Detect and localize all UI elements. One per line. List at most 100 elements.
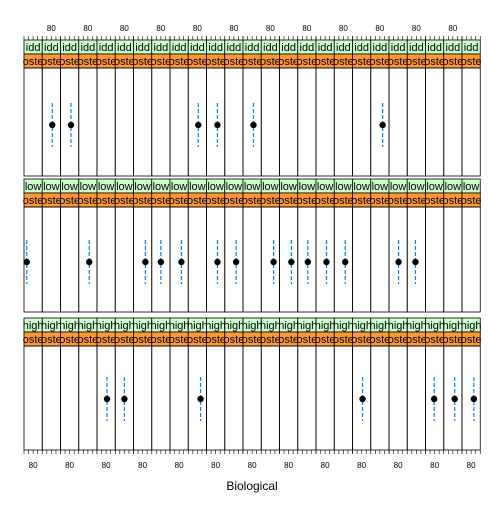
condition-strip-label: oste bbox=[59, 195, 80, 207]
panel-box bbox=[370, 67, 390, 177]
group-strip-label: high bbox=[351, 320, 372, 332]
group-strip-label: idd bbox=[227, 42, 242, 54]
group-strip-label: idd bbox=[464, 42, 479, 54]
condition-strip-label: oste bbox=[351, 334, 372, 346]
condition-strip-label: oste bbox=[150, 56, 171, 68]
group-strip-label: idd bbox=[44, 42, 59, 54]
condition-strip-label: oste bbox=[333, 195, 354, 207]
panel-box bbox=[315, 345, 335, 451]
group-strip-label: low bbox=[207, 181, 224, 193]
group-strip-label: low bbox=[426, 181, 443, 193]
group-strip-label: idd bbox=[172, 42, 187, 54]
panel-box bbox=[260, 206, 280, 313]
panel-box bbox=[133, 67, 153, 177]
group-strip-label: low bbox=[390, 181, 407, 193]
data-point bbox=[103, 395, 111, 403]
group-strip-label: idd bbox=[446, 42, 461, 54]
condition-strip-label: oste bbox=[260, 334, 281, 346]
group-strip-label: high bbox=[96, 320, 117, 332]
condition-strip-label: oste bbox=[278, 56, 299, 68]
data-point bbox=[214, 121, 221, 129]
bottom-tick-label: 80 bbox=[29, 461, 38, 470]
panel-box bbox=[260, 67, 280, 177]
panel-box bbox=[333, 345, 353, 451]
condition-strip-label: oste bbox=[333, 334, 354, 346]
condition-strip-label: oste bbox=[442, 195, 463, 207]
panel-box bbox=[297, 67, 317, 177]
condition-strip-label: oste bbox=[187, 195, 208, 207]
data-point bbox=[250, 121, 257, 129]
condition-strip-label: oste bbox=[114, 56, 135, 68]
top-tick-label: 80 bbox=[156, 24, 165, 33]
data-point bbox=[270, 258, 277, 266]
group-strip-label: low bbox=[171, 181, 188, 193]
bottom-tick-label: 80 bbox=[211, 461, 220, 470]
panel-box bbox=[23, 67, 43, 177]
group-strip-label: low bbox=[408, 181, 425, 193]
data-point bbox=[395, 258, 402, 266]
group-strip-label: high bbox=[132, 320, 153, 332]
panel-box bbox=[133, 345, 153, 451]
condition-strip-label: oste bbox=[223, 56, 244, 68]
panel-box bbox=[388, 67, 408, 177]
panel-box bbox=[260, 345, 280, 451]
group-strip-label: low bbox=[116, 181, 133, 193]
data-point bbox=[323, 258, 330, 266]
condition-strip-label: oste bbox=[260, 195, 281, 207]
top-tick-label: 80 bbox=[448, 24, 457, 33]
group-strip-label: idd bbox=[154, 42, 169, 54]
group-strip-label: high bbox=[260, 320, 281, 332]
condition-strip-label: oste bbox=[150, 334, 171, 346]
panel-box bbox=[370, 345, 390, 451]
condition-strip-label: oste bbox=[406, 56, 427, 68]
data-point bbox=[157, 258, 165, 266]
condition-strip-label: oste bbox=[315, 334, 336, 346]
group-strip-label: low bbox=[226, 181, 243, 193]
group-strip-label: low bbox=[262, 181, 279, 193]
group-strip-label: high bbox=[242, 320, 263, 332]
panel-box bbox=[279, 345, 299, 451]
condition-strip-label: oste bbox=[461, 56, 482, 68]
condition-strip-label: oste bbox=[187, 334, 208, 346]
top-tick-label: 80 bbox=[193, 24, 202, 33]
condition-strip-label: oste bbox=[132, 195, 153, 207]
group-strip-label: high bbox=[169, 320, 190, 332]
group-strip-label: high bbox=[41, 320, 62, 332]
panel-box bbox=[406, 345, 426, 451]
group-strip-label: high bbox=[333, 320, 354, 332]
panel-box bbox=[187, 345, 207, 451]
bottom-tick-label: 80 bbox=[394, 461, 403, 470]
group-strip-label: idd bbox=[409, 42, 424, 54]
condition-strip-label: oste bbox=[315, 195, 336, 207]
condition-strip-label: oste bbox=[242, 56, 263, 68]
panel-box bbox=[151, 345, 171, 451]
group-strip-label: idd bbox=[81, 42, 96, 54]
condition-strip-label: oste bbox=[424, 56, 445, 68]
condition-strip-label: oste bbox=[424, 195, 445, 207]
data-point bbox=[121, 395, 128, 403]
condition-strip-label: oste bbox=[23, 56, 44, 68]
group-strip-label: low bbox=[280, 181, 297, 193]
group-strip-label: high bbox=[278, 320, 299, 332]
panel-box bbox=[352, 206, 372, 313]
panel-box bbox=[133, 206, 153, 313]
group-strip-label: low bbox=[445, 181, 462, 193]
data-point bbox=[359, 395, 366, 403]
condition-strip-label: oste bbox=[96, 334, 117, 346]
panel-box bbox=[370, 206, 390, 313]
condition-strip-label: oste bbox=[96, 195, 117, 207]
data-point bbox=[86, 258, 93, 266]
data-point bbox=[67, 121, 75, 129]
condition-strip-label: oste bbox=[205, 334, 226, 346]
condition-strip-label: oste bbox=[169, 334, 190, 346]
group-strip-label: high bbox=[23, 320, 44, 332]
group-strip-label: low bbox=[61, 181, 78, 193]
condition-strip-label: oste bbox=[406, 195, 427, 207]
panel-box bbox=[187, 206, 207, 313]
group-strip-label: idd bbox=[117, 42, 132, 54]
condition-strip-label: oste bbox=[351, 56, 372, 68]
panel-box bbox=[224, 67, 244, 177]
condition-strip-label: oste bbox=[205, 56, 226, 68]
